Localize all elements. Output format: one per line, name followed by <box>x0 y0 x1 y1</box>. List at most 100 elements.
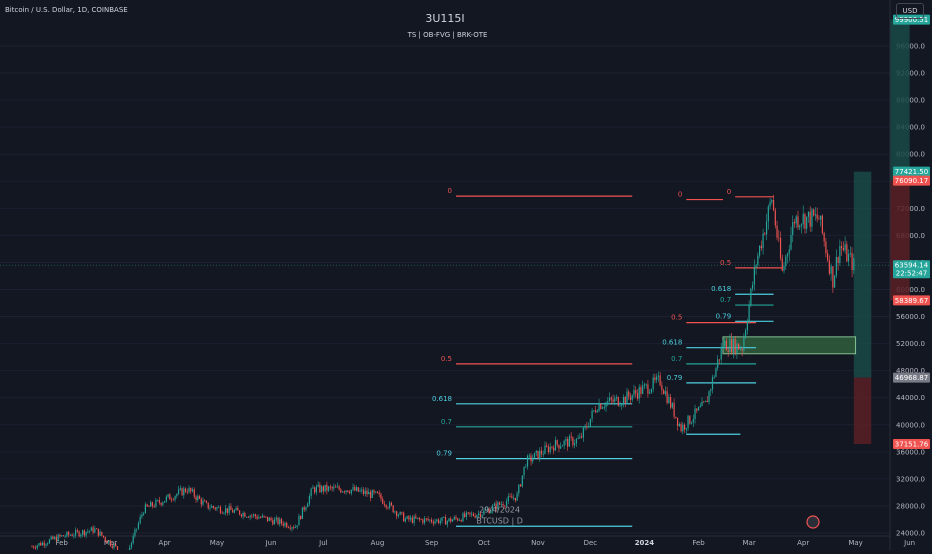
price-label-text: 37151.76 <box>895 441 929 449</box>
candle-body <box>683 424 686 430</box>
candle-body <box>553 447 555 451</box>
y-tick-label: 32000.0 <box>896 475 925 483</box>
candle-body <box>303 507 305 510</box>
candle-body <box>722 345 724 347</box>
candle-body <box>45 544 47 546</box>
candle-body <box>406 516 408 519</box>
candle-body <box>343 491 345 493</box>
candle-body <box>68 532 70 535</box>
candle-body <box>486 509 488 510</box>
y-tick-label: 92000.0 <box>896 70 925 78</box>
candle-body <box>568 436 571 447</box>
candle-body <box>52 536 54 540</box>
candle-body <box>752 284 754 289</box>
candle-body <box>254 514 256 517</box>
y-tick-label: 84000.0 <box>896 124 925 132</box>
candle-body <box>642 385 644 394</box>
candle-body <box>640 387 642 394</box>
candle-body <box>186 491 188 493</box>
candle-body <box>736 343 738 354</box>
candle-body <box>743 337 745 351</box>
y-tick-label: 56000.0 <box>896 313 925 321</box>
candle-body <box>246 516 248 518</box>
candle-body <box>708 391 710 403</box>
candle-body <box>732 338 735 353</box>
candle-body <box>495 503 497 510</box>
candle-body <box>841 245 843 249</box>
candle-body <box>443 516 445 518</box>
candle-body <box>314 487 316 493</box>
candle-body <box>586 425 588 428</box>
candle-body <box>603 407 605 408</box>
candle-body <box>793 222 796 224</box>
y-tick-label: 36000.0 <box>896 448 925 456</box>
candle-body <box>214 507 216 510</box>
candle-body <box>804 213 806 229</box>
candle-body <box>115 544 117 547</box>
price-label-tag <box>893 295 930 306</box>
candle-body <box>816 214 818 219</box>
x-tick-label: Oct <box>478 539 490 547</box>
candle-body <box>108 540 110 543</box>
candle-body <box>261 515 263 518</box>
candle-body <box>556 440 558 445</box>
candle-body <box>345 490 347 493</box>
candle-body <box>567 439 569 447</box>
candle-body <box>626 391 628 404</box>
indicator-legend[interactable]: TS | OB-FVG | BRK-OTE <box>407 31 488 39</box>
candle-body <box>141 514 143 517</box>
candle-body <box>814 214 817 216</box>
price-label-tag <box>893 166 930 177</box>
candle-body <box>347 490 349 493</box>
candle-body <box>649 392 651 394</box>
candle-body <box>322 486 324 492</box>
candle-body <box>760 245 762 249</box>
candle-body <box>577 438 579 439</box>
candle-body <box>399 511 401 515</box>
candle-body <box>90 527 92 531</box>
candle-body <box>847 253 850 262</box>
price-label-tag <box>893 175 930 186</box>
candle-body <box>392 505 394 513</box>
candle-body <box>802 213 804 225</box>
price-label-tag <box>893 260 930 279</box>
candle-body <box>499 502 501 505</box>
candle-body <box>232 510 234 513</box>
candle-body <box>378 493 380 495</box>
candle-body <box>169 494 171 500</box>
candle-body <box>394 511 396 513</box>
x-tick-label: Aug <box>371 539 385 547</box>
candle-body <box>656 376 658 380</box>
fib-level-label: 0.5 <box>441 355 452 363</box>
candle-body <box>769 202 771 207</box>
candle-body <box>54 536 56 540</box>
candle-body <box>825 241 827 254</box>
candle-body <box>837 257 839 264</box>
y-tick-label: 88000.0 <box>896 97 925 105</box>
candle-body <box>69 534 71 536</box>
candle-body <box>844 244 846 251</box>
candle-body <box>104 537 106 541</box>
candle-body <box>598 403 600 411</box>
currency-button[interactable]: USD <box>896 3 924 19</box>
candle-body <box>137 523 140 529</box>
fib-level-label: 0.618 <box>711 285 731 293</box>
candle-body <box>690 422 693 424</box>
candle-body <box>764 233 766 235</box>
candle-body <box>305 507 307 510</box>
candle-body <box>258 517 260 519</box>
candle-body <box>509 496 511 498</box>
candle-body <box>727 350 729 352</box>
candle-body <box>673 403 675 417</box>
candle-body <box>795 216 797 224</box>
candle-body <box>720 346 722 360</box>
candle-body <box>828 260 830 274</box>
fib-level-label: 0.7 <box>720 296 731 304</box>
candle-body <box>418 517 420 520</box>
candle-body <box>710 389 712 392</box>
candle-body <box>697 407 700 411</box>
chart-watermark: 3U115I <box>425 12 465 25</box>
candle-body <box>851 253 853 271</box>
